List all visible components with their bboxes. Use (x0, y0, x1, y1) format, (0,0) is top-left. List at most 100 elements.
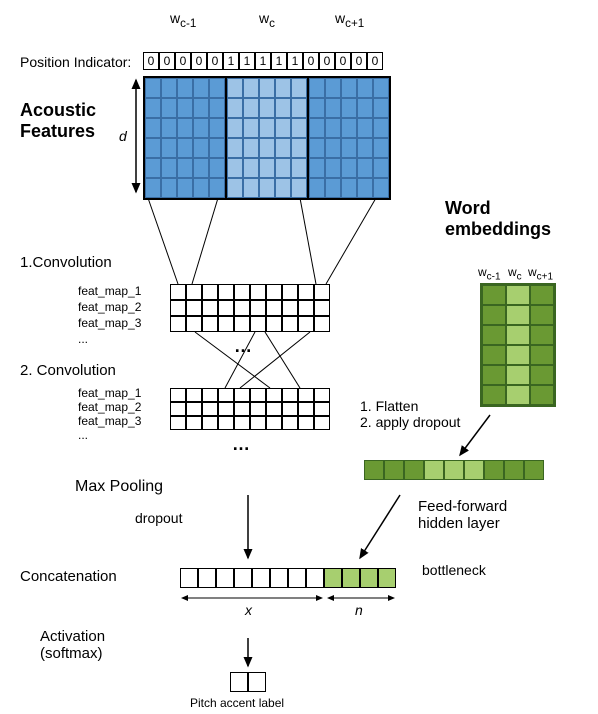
conv-cell (202, 402, 218, 416)
d-label: d (119, 128, 127, 144)
position-indicator-row: 000001111100000 (143, 52, 383, 70)
acoustic-cell (275, 78, 291, 98)
acoustic-cell (373, 138, 389, 158)
conv-cell (218, 388, 234, 402)
pos-cell: 0 (207, 52, 223, 70)
word-emb-cell (530, 285, 554, 305)
acoustic-cell (243, 178, 259, 198)
concat-cell (342, 568, 360, 588)
conv-cell (234, 300, 250, 316)
concat-cell (306, 568, 324, 588)
word-emb-grid (480, 283, 556, 407)
acoustic-cell (145, 118, 161, 138)
conv2-fmap-labels: feat_map_1feat_map_2feat_map_3... (78, 386, 141, 442)
acoustic-cell (177, 98, 193, 118)
w-curr-label: wc (259, 10, 275, 30)
dropout-label: dropout (135, 510, 182, 526)
acoustic-cell (209, 178, 225, 198)
conv-cell (314, 300, 330, 316)
pos-cell: 1 (223, 52, 239, 70)
conv-cell (282, 388, 298, 402)
word-emb-cell (506, 285, 530, 305)
maxpool-label: Max Pooling (75, 478, 163, 496)
acoustic-cell (325, 158, 341, 178)
conv-cell (170, 388, 186, 402)
conv-cell (282, 416, 298, 430)
acoustic-cell (309, 138, 325, 158)
word-emb-cell (530, 305, 554, 325)
fmap-label: feat_map_3 (78, 315, 141, 331)
acoustic-cell (243, 78, 259, 98)
acoustic-cell (193, 78, 209, 98)
conv-cell (202, 388, 218, 402)
conv-cell (170, 284, 186, 300)
concat-cell (270, 568, 288, 588)
conv-cell (234, 316, 250, 332)
concat-cell (360, 568, 378, 588)
acoustic-cell (209, 138, 225, 158)
conv-cell (314, 316, 330, 332)
conv-cell (170, 402, 186, 416)
pos-cell: 0 (191, 52, 207, 70)
conv-cell (266, 402, 282, 416)
activation-label: Activation (softmax) (40, 628, 105, 662)
fmap-label: ... (78, 331, 141, 347)
conv-cell (202, 416, 218, 430)
conv-cell (250, 300, 266, 316)
acoustic-cell (145, 78, 161, 98)
conv-cell (218, 316, 234, 332)
conv-cell (218, 300, 234, 316)
acoustic-cell (341, 158, 357, 178)
conv-cell (202, 300, 218, 316)
acoustic-cell (341, 138, 357, 158)
we-wprev: wc-1 (478, 265, 501, 282)
conv-cell (186, 388, 202, 402)
word-emb-cell (506, 305, 530, 325)
word-emb-cell (482, 385, 506, 405)
acoustic-cell (193, 178, 209, 198)
acoustic-grid (143, 76, 391, 200)
concat-cell (216, 568, 234, 588)
acoustic-cell (161, 98, 177, 118)
acoustic-cell (325, 98, 341, 118)
acoustic-cell (161, 138, 177, 158)
word-emb-cell (482, 365, 506, 385)
word-emb-cell (506, 325, 530, 345)
pos-cell: 1 (287, 52, 303, 70)
acoustic-cell (357, 118, 373, 138)
acoustic-cell (209, 118, 225, 138)
flatten-label: 1. Flatten 2. apply dropout (360, 398, 460, 430)
acoustic-cell (227, 158, 243, 178)
pos-cell: 1 (255, 52, 271, 70)
acoustic-cell (145, 178, 161, 198)
conv-cell (186, 402, 202, 416)
acoustic-cell (227, 138, 243, 158)
acoustic-cell (227, 78, 243, 98)
acoustic-cell (243, 138, 259, 158)
conv2-grid (170, 388, 330, 430)
acoustic-cell (227, 118, 243, 138)
word-emb-cell (506, 365, 530, 385)
concat-cell (324, 568, 342, 588)
conv1-grid (170, 284, 330, 332)
conv-cell (282, 316, 298, 332)
conv-cell (298, 300, 314, 316)
pos-cell: 0 (367, 52, 383, 70)
acoustic-cell (227, 178, 243, 198)
fmap-label: feat_map_1 (78, 386, 141, 400)
conv-cell (186, 316, 202, 332)
output-cell (230, 672, 248, 692)
conv-cell (282, 284, 298, 300)
conv-cell (186, 284, 202, 300)
concat-cell (378, 568, 396, 588)
acoustic-cell (275, 98, 291, 118)
acoustic-cell (259, 118, 275, 138)
acoustic-cell (357, 178, 373, 198)
acoustic-cell (259, 138, 275, 158)
flat-cell (404, 460, 424, 480)
flat-cell (464, 460, 484, 480)
concat-cell (180, 568, 198, 588)
conv-cell (234, 416, 250, 430)
flat-cell (364, 460, 384, 480)
acoustic-cell (193, 138, 209, 158)
